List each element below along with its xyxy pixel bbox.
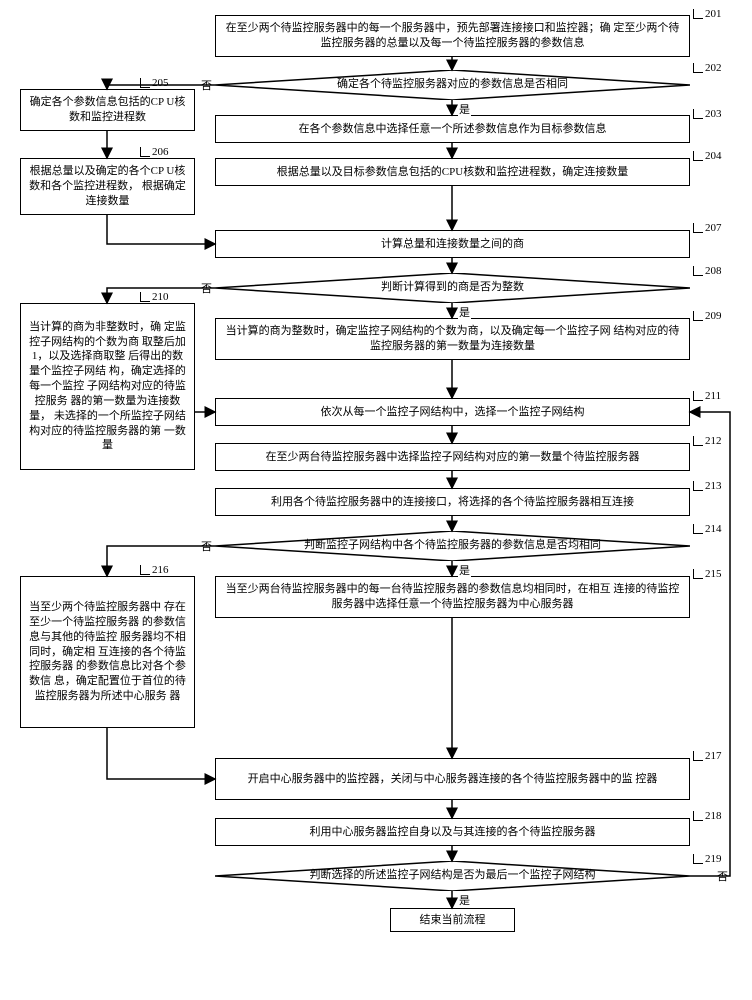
step-210: 当计算的商为非整数时，确 定监控子网结构的个数为商 取整后加1，以及选择商取整 … (20, 303, 195, 470)
step-210-text: 当计算的商为非整数时，确 定监控子网结构的个数为商 取整后加1，以及选择商取整 … (27, 320, 188, 454)
step-217-text: 开启中心服务器中的监控器，关闭与中心服务器连接的各个待监控服务器中的监 控器 (248, 772, 658, 787)
num-206: 206 (140, 146, 169, 158)
step-209: 当计算的商为整数时，确定监控子网结构的个数为商，以及确定每一个监控子网 结构对应… (215, 318, 690, 360)
num-213: 213 (693, 480, 722, 492)
num-211: 211 (693, 390, 721, 402)
num-208: 208 (693, 265, 722, 277)
step-203-text: 在各个参数信息中选择任意一个所述参数信息作为目标参数信息 (299, 122, 607, 137)
num-210: 210 (140, 291, 169, 303)
step-205: 确定各个参数信息包括的CP U核数和监控进程数 (20, 89, 195, 131)
step-204-text: 根据总量以及目标参数信息包括的CPU核数和监控进程数，确定连接数量 (277, 165, 628, 180)
step-215-text: 当至少两台待监控服务器中的每一台待监控服务器的参数信息均相同时，在相互 连接的待… (222, 582, 683, 612)
step-218-text: 利用中心服务器监控自身以及与其连接的各个待监控服务器 (310, 825, 596, 840)
step-215: 当至少两台待监控服务器中的每一台待监控服务器的参数信息均相同时，在相互 连接的待… (215, 576, 690, 618)
label-219-no: 否 (716, 868, 729, 884)
step-203: 在各个参数信息中选择任意一个所述参数信息作为目标参数信息 (215, 115, 690, 143)
label-214-no: 否 (200, 538, 213, 554)
step-204: 根据总量以及目标参数信息包括的CPU核数和监控进程数，确定连接数量 (215, 158, 690, 186)
step-214: 判断监控子网结构中各个待监控服务器的参数信息是否均相同 (215, 531, 690, 561)
step-206: 根据总量以及确定的各个CP U核数和各个监控进程数， 根据确定连接数量 (20, 158, 195, 215)
step-end-text: 结束当前流程 (420, 913, 486, 928)
num-201: 201 (693, 8, 722, 20)
step-201: 在至少两个待监控服务器中的每一个服务器中，预先部署连接接口和监控器；确 定至少两… (215, 15, 690, 57)
num-204: 204 (693, 150, 722, 162)
step-214-text: 判断监控子网结构中各个待监控服务器的参数信息是否均相同 (304, 539, 601, 551)
step-208-text: 判断计算得到的商是否为整数 (381, 281, 524, 293)
num-215: 215 (693, 568, 722, 580)
step-212: 在至少两台待监控服务器中选择监控子网结构对应的第一数量个待监控服务器 (215, 443, 690, 471)
step-211: 依次从每一个监控子网结构中，选择一个监控子网结构 (215, 398, 690, 426)
num-202: 202 (693, 62, 722, 74)
num-216: 216 (140, 564, 169, 576)
num-205: 205 (140, 77, 169, 89)
label-202-yes: 是 (458, 101, 471, 117)
step-end: 结束当前流程 (390, 908, 515, 932)
step-202: 确定各个待监控服务器对应的参数信息是否相同 (215, 70, 690, 100)
label-202-no: 否 (200, 77, 213, 93)
step-216-text: 当至少两个待监控服务器中 存在至少一个待监控服务器 的参数信息与其他的待监控 服… (27, 600, 188, 704)
step-219-text: 判断选择的所述监控子网结构是否为最后一个监控子网结构 (310, 869, 596, 881)
step-213: 利用各个待监控服务器中的连接接口，将选择的各个待监控服务器相互连接 (215, 488, 690, 516)
num-217: 217 (693, 750, 722, 762)
step-211-text: 依次从每一个监控子网结构中，选择一个监控子网结构 (321, 405, 585, 420)
step-212-text: 在至少两台待监控服务器中选择监控子网结构对应的第一数量个待监控服务器 (266, 450, 640, 465)
step-208: 判断计算得到的商是否为整数 (215, 273, 690, 303)
num-214: 214 (693, 523, 722, 535)
num-219: 219 (693, 853, 722, 865)
step-216: 当至少两个待监控服务器中 存在至少一个待监控服务器 的参数信息与其他的待监控 服… (20, 576, 195, 728)
num-212: 212 (693, 435, 722, 447)
step-213-text: 利用各个待监控服务器中的连接接口，将选择的各个待监控服务器相互连接 (271, 495, 634, 510)
num-203: 203 (693, 108, 722, 120)
step-207-text: 计算总量和连接数量之间的商 (381, 237, 524, 252)
step-209-text: 当计算的商为整数时，确定监控子网结构的个数为商，以及确定每一个监控子网 结构对应… (222, 324, 683, 354)
step-219: 判断选择的所述监控子网结构是否为最后一个监控子网结构 (215, 861, 690, 891)
step-207: 计算总量和连接数量之间的商 (215, 230, 690, 258)
label-208-no: 否 (200, 280, 213, 296)
step-218: 利用中心服务器监控自身以及与其连接的各个待监控服务器 (215, 818, 690, 846)
step-217: 开启中心服务器中的监控器，关闭与中心服务器连接的各个待监控服务器中的监 控器 (215, 758, 690, 800)
label-208-yes: 是 (458, 304, 471, 320)
num-218: 218 (693, 810, 722, 822)
num-207: 207 (693, 222, 722, 234)
step-202-text: 确定各个待监控服务器对应的参数信息是否相同 (337, 78, 568, 90)
num-209: 209 (693, 310, 722, 322)
step-205-text: 确定各个参数信息包括的CP U核数和监控进程数 (27, 95, 188, 125)
step-201-text: 在至少两个待监控服务器中的每一个服务器中，预先部署连接接口和监控器；确 定至少两… (222, 21, 683, 51)
label-219-yes: 是 (458, 892, 471, 908)
step-206-text: 根据总量以及确定的各个CP U核数和各个监控进程数， 根据确定连接数量 (27, 164, 188, 209)
label-214-yes: 是 (458, 562, 471, 578)
